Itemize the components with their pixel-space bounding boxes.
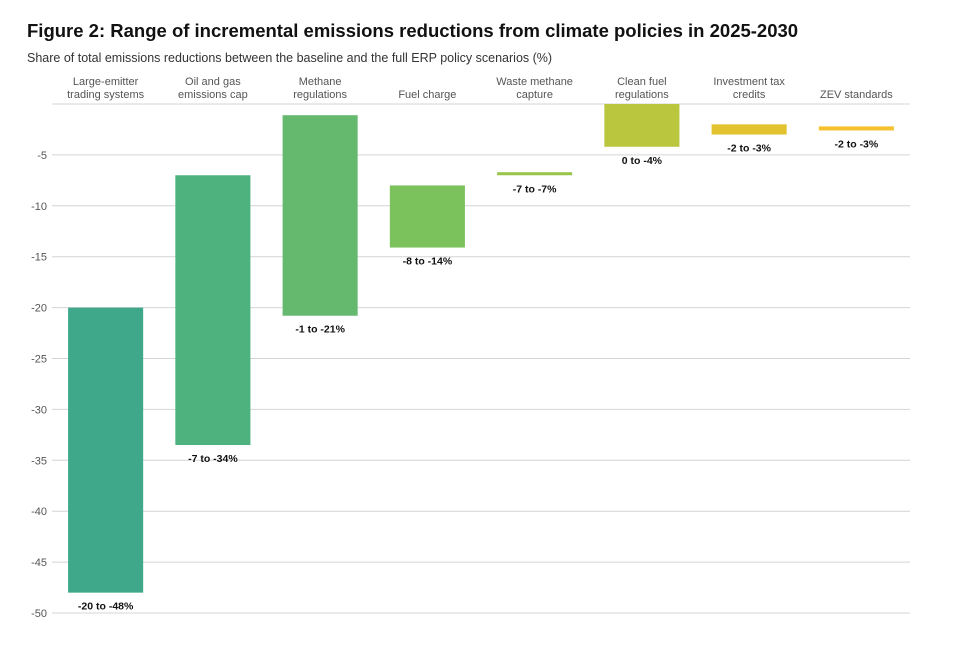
category-label: Waste methane capture [496, 76, 573, 101]
y-tick-label: -35 [31, 455, 47, 467]
bars [68, 104, 894, 593]
chart-subtitle: Share of total emissions reductions betw… [27, 51, 553, 65]
category-label: Methane regulations [293, 76, 347, 101]
data-label: -7 to -7% [513, 183, 557, 195]
category-label: ZEV standards [820, 89, 893, 101]
bar [175, 175, 251, 446]
category-label: Investment tax credits [713, 76, 785, 101]
y-tick-label: -40 [31, 506, 47, 518]
y-tick-label: -30 [31, 404, 47, 416]
data-label: -2 to -3% [834, 138, 878, 150]
bar [389, 185, 465, 248]
y-axis-ticks: -5 -10 -15 -20 -25 -30 -35 -40 -45 -50 [31, 150, 47, 620]
category-labels: Large-emitter trading systems Oil and gas e… [67, 76, 893, 101]
bar [68, 307, 144, 593]
data-label: -8 to -14% [403, 256, 453, 268]
y-tick-label: -15 [31, 252, 47, 264]
bar [497, 172, 573, 176]
y-tick-label: -50 [31, 608, 47, 620]
category-label: Oil and gas emissions cap [178, 76, 248, 101]
data-label: -2 to -3% [727, 143, 771, 155]
data-label: 0 to -4% [622, 155, 663, 167]
bar [282, 115, 358, 316]
data-label: -20 to -48% [78, 601, 134, 613]
category-label: Large-emitter trading systems [67, 76, 145, 101]
category-label: Clean fuel regulations [615, 76, 669, 101]
bar [604, 104, 680, 147]
bar [711, 124, 787, 135]
y-tick-label: -5 [37, 150, 47, 162]
y-tick-label: -25 [31, 354, 47, 366]
chart-title: Figure 2: Range of incremental emissions… [27, 20, 799, 41]
data-label: -7 to -34% [188, 453, 238, 465]
bar [818, 126, 894, 131]
data-labels: -20 to -48% -7 to -34% -1 to -21% -8 to -14… [78, 138, 879, 612]
data-label: -1 to -21% [295, 324, 345, 336]
y-tick-label: -45 [31, 557, 47, 569]
y-tick-label: -10 [31, 201, 47, 213]
category-label: Fuel charge [398, 89, 456, 101]
y-tick-label: -20 [31, 303, 47, 315]
